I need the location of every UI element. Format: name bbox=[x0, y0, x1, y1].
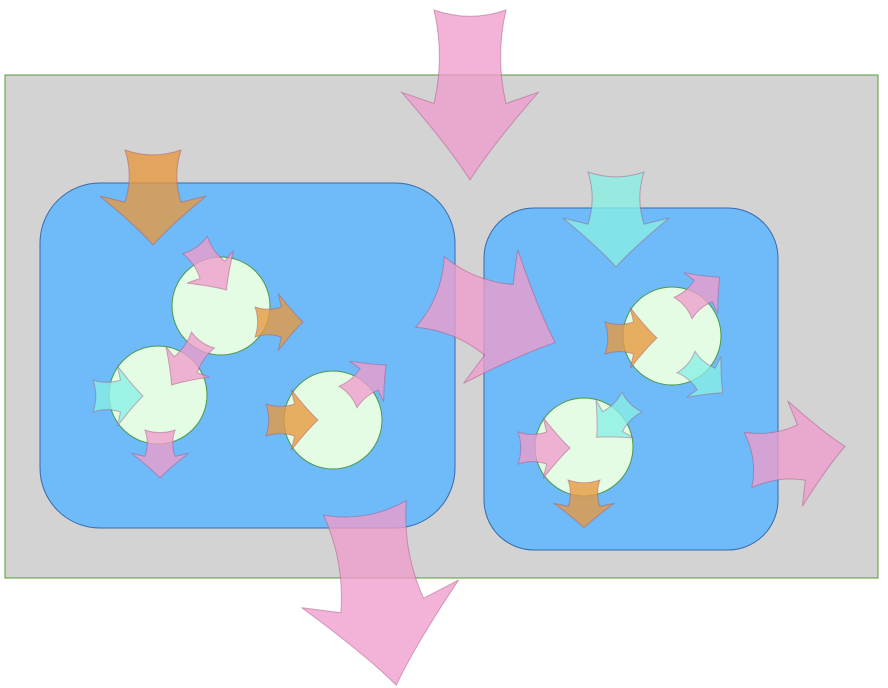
node2-out-arrow bbox=[131, 429, 189, 479]
left-group bbox=[39, 182, 456, 529]
right-group bbox=[483, 207, 779, 551]
node3-in-arrow bbox=[265, 389, 319, 451]
node4-in-arrow bbox=[604, 307, 658, 369]
node4-out-arrow bbox=[672, 272, 721, 320]
node4-to-node5-arrow bbox=[675, 350, 724, 398]
left-group-in-arrow bbox=[99, 149, 207, 246]
node1-out-arrow bbox=[254, 293, 304, 351]
node1-in-arrow bbox=[181, 235, 235, 291]
node3-out-arrow bbox=[337, 360, 387, 409]
node1-to-node2-arrow bbox=[165, 330, 216, 386]
arrow-layer bbox=[92, 9, 846, 687]
between-groups-arrow bbox=[414, 249, 556, 384]
node5-in-arrow bbox=[517, 417, 571, 479]
node5-out-arrow bbox=[553, 479, 615, 529]
node2-in-arrow bbox=[92, 365, 144, 427]
big-top-arrow bbox=[399, 9, 541, 181]
right-out-arrow bbox=[743, 400, 846, 507]
right-group-in-arrow bbox=[562, 171, 670, 268]
bottom-out-arrow bbox=[301, 499, 460, 687]
